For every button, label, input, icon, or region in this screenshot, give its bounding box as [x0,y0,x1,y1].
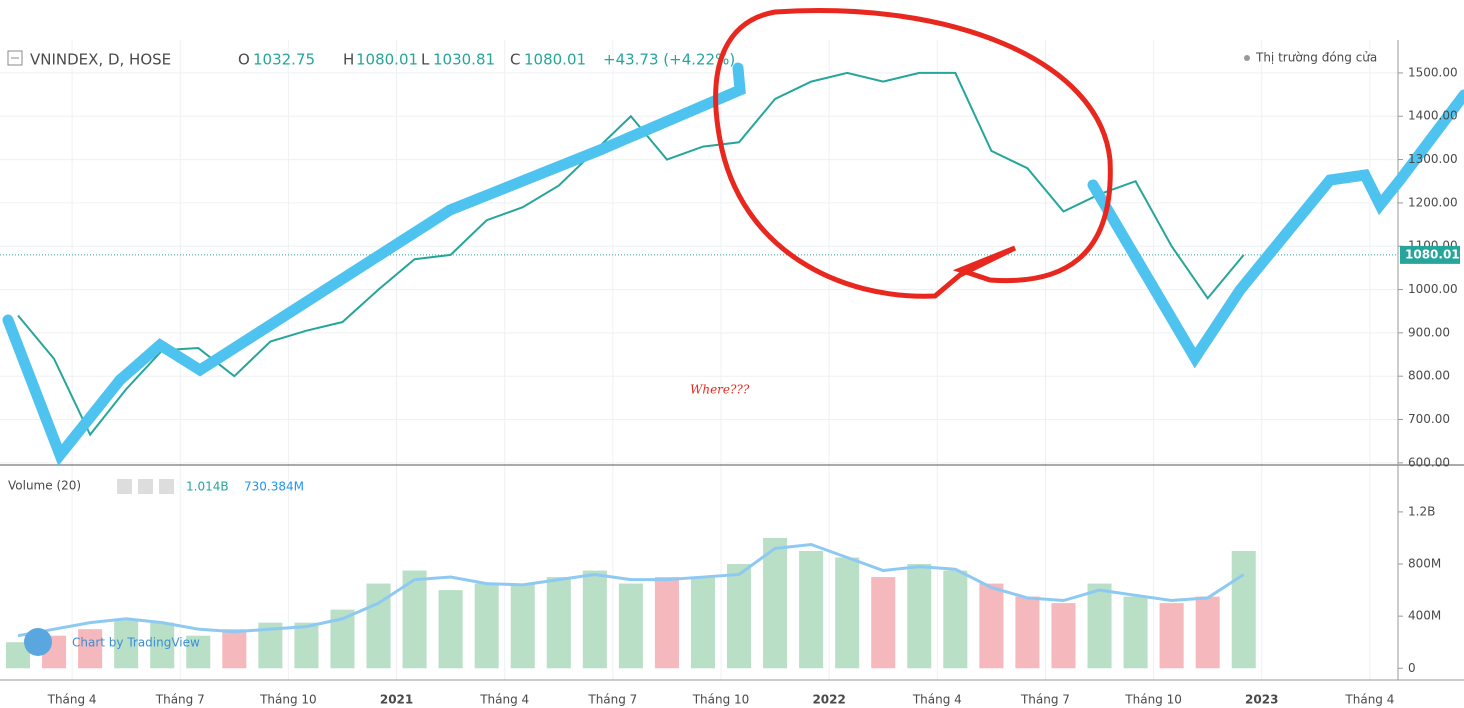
x-tick-label: 2021 [380,693,413,707]
drawn-circle [713,8,1113,299]
volume-bar [727,564,752,669]
watermark[interactable]: Chart by TradingView [72,636,200,650]
y-tick-label: 900.00 [1408,325,1450,339]
volume-value: 1.014B [186,480,229,494]
market-status: Thị trường đóng cửa [1255,51,1377,65]
x-tick-label: Tháng 4 [47,693,97,707]
drawn-annotation: Where??? [690,383,750,397]
volume-title[interactable]: Volume (20) [8,479,81,493]
volume-bar [1087,583,1112,669]
y-tick-label: 700.00 [1408,412,1450,426]
volume-bar [222,629,247,669]
collapse-icon[interactable] [7,50,23,66]
x-tick-label: Tháng 4 [1344,693,1394,707]
volume-bar [835,557,860,669]
volume-bar [510,583,535,669]
volume-bar [294,622,319,669]
volume-bar [582,570,607,669]
y-tick-label: 400M [1408,609,1441,623]
open-value: 1032.75 [253,51,315,69]
volume-bar [1231,551,1256,669]
x-tick-label: Tháng 4 [479,693,529,707]
volume-ma-value: 730.384M [244,480,304,494]
drawn-trend-line [2,62,746,466]
volume-bar [618,583,643,669]
visibility-icon[interactable] [117,479,132,494]
volume-bar [1015,596,1040,669]
x-tick-label: Tháng 4 [912,693,962,707]
volume-bar [114,618,139,669]
volume-bar [474,583,499,669]
volume-bar [1159,603,1184,669]
open-label: O [238,51,250,69]
plot-area [0,40,1403,680]
y-tick-label: 0 [1408,661,1416,675]
y-tick-label: 1400.00 [1408,109,1458,123]
remove-icon[interactable] [159,479,174,494]
y-tick-label: 1200.00 [1408,195,1458,209]
volume-bar [799,551,824,669]
x-tick-label: Tháng 7 [155,693,205,707]
volume-bar [654,577,679,669]
volume-bar [150,622,175,669]
volume-bar [1195,596,1220,669]
last-price-box [1400,245,1460,264]
volume-ma-line [17,542,1245,638]
volume-bar [907,564,932,669]
x-tick-label: 2022 [812,693,845,707]
volume-bar [1051,603,1076,669]
low-value: 1030.81 [433,51,495,69]
last-price-label: 1080.01 [1405,247,1460,261]
y-tick-label: 1500.00 [1408,65,1458,79]
symbol[interactable]: VNINDEX, D, HOSE [30,51,171,69]
status-dot [1244,55,1250,61]
x-tick-label: Tháng 7 [1020,693,1070,707]
volume-bar [690,577,715,669]
volume-bar [402,570,427,669]
volume-bar [78,629,103,669]
x-tick-label: 2023 [1245,693,1278,707]
volume-bar [979,583,1004,669]
x-tick-label: Tháng 10 [692,693,750,707]
y-tick-label: 600.00 [1408,455,1450,469]
low-label: L [421,51,430,69]
price-line [17,71,1245,437]
volume-bar [186,635,211,669]
high-label: H [343,51,354,69]
high-value: 1080.01 [356,51,418,69]
volume-bar [546,577,571,669]
y-tick-label: 1000.00 [1408,282,1458,296]
volume-bar [763,537,788,669]
y-tick-label: 800.00 [1408,369,1450,383]
x-tick-label: Tháng 7 [587,693,637,707]
y-tick-label: 1300.00 [1408,152,1458,166]
y-tick-label: 1.2B [1408,504,1435,518]
volume-bar [943,570,968,669]
y-tick-label: 800M [1408,557,1441,571]
close-value: 1080.01 [524,51,586,69]
close-label: C [510,51,520,69]
drawn-trend-line [1087,89,1464,369]
change: +43.73 (+4.22%) [603,51,735,69]
volume-bar [438,590,463,669]
x-tick-label: Tháng 10 [259,693,317,707]
volume-bar [1123,596,1148,669]
tradingview-logo[interactable] [24,628,52,656]
settings-icon[interactable] [138,479,153,494]
x-tick-label: Tháng 10 [1124,693,1182,707]
volume-bar [871,577,896,669]
